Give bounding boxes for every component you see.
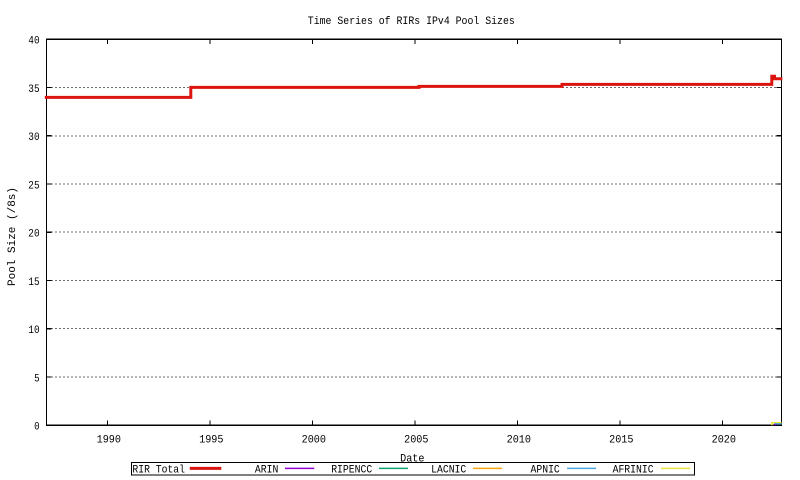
svg-text:ARIN: ARIN xyxy=(255,465,278,477)
svg-text:RIPENCC: RIPENCC xyxy=(331,465,372,477)
svg-text:2005: 2005 xyxy=(404,435,428,447)
svg-text:LACNIC: LACNIC xyxy=(431,465,467,477)
svg-text:2020: 2020 xyxy=(712,435,736,447)
svg-text:RIR Total: RIR Total xyxy=(132,465,185,477)
svg-text:APNIC: APNIC xyxy=(531,465,561,477)
svg-text:2000: 2000 xyxy=(302,435,326,447)
svg-text:Pool Size (/8s): Pool Size (/8s) xyxy=(7,187,19,286)
svg-text:1990: 1990 xyxy=(97,435,121,447)
svg-text:2015: 2015 xyxy=(609,435,633,447)
svg-text:5: 5 xyxy=(34,373,40,385)
svg-text:Time Series of RIRs IPv4 Pool: Time Series of RIRs IPv4 Pool Sizes xyxy=(308,16,515,28)
svg-text:35: 35 xyxy=(28,84,39,96)
svg-text:AFRINIC: AFRINIC xyxy=(613,465,654,477)
svg-text:Date: Date xyxy=(400,454,424,466)
svg-text:1995: 1995 xyxy=(199,435,223,447)
svg-text:15: 15 xyxy=(28,277,39,289)
svg-text:25: 25 xyxy=(28,180,39,192)
svg-text:20: 20 xyxy=(28,229,39,241)
svg-text:10: 10 xyxy=(28,325,39,337)
svg-text:0: 0 xyxy=(34,422,40,434)
svg-text:30: 30 xyxy=(28,132,39,144)
svg-text:2010: 2010 xyxy=(507,435,531,447)
svg-text:40: 40 xyxy=(28,36,39,48)
